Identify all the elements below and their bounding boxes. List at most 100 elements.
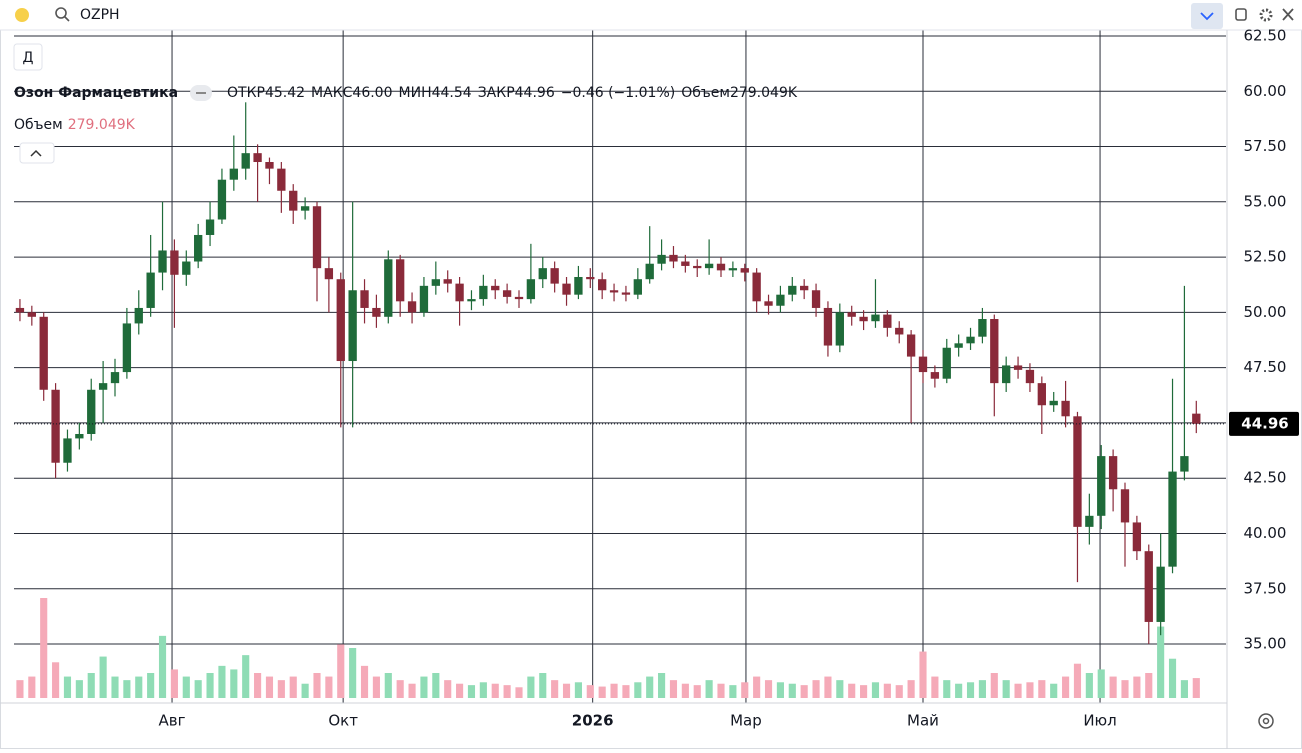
last-price-badge	[1229, 411, 1299, 436]
search-text[interactable]: OZPH	[80, 7, 120, 23]
candle-body	[1097, 456, 1106, 516]
volume-bar	[729, 685, 737, 698]
volume-bar	[539, 673, 547, 698]
volume-bar	[634, 682, 642, 698]
candle-body	[1132, 522, 1142, 552]
candle-body	[871, 314, 880, 322]
ohlc-value: 44.54	[432, 85, 472, 101]
candle-body	[621, 292, 631, 295]
candle-body	[1144, 551, 1153, 622]
volume-bar	[289, 676, 297, 698]
volume-bar	[907, 680, 915, 698]
y-tick-label: 60.00	[1244, 82, 1287, 100]
volume-bar	[182, 676, 190, 698]
candle-body	[348, 290, 357, 362]
volume-bar	[1133, 676, 1141, 698]
volume-bar	[1121, 680, 1129, 698]
candle-body	[146, 272, 155, 308]
volume-bar	[895, 685, 903, 698]
volume-bar	[408, 683, 416, 698]
candle-body	[265, 162, 274, 169]
volume-bar	[503, 685, 511, 698]
close-icon[interactable]	[1282, 8, 1294, 21]
ohlc-label: ЗАКР	[478, 85, 515, 101]
volume-bar	[1168, 658, 1177, 698]
volume-bar	[836, 680, 844, 698]
x-tick-label: 2026	[572, 712, 614, 730]
volume-bar	[978, 680, 986, 698]
candle-body	[681, 261, 690, 266]
candle-body	[467, 299, 476, 302]
window-icon[interactable]	[1235, 8, 1247, 21]
volume-bar	[230, 669, 238, 698]
volume-bar	[384, 673, 392, 698]
candle-body	[324, 268, 334, 280]
volume-bar	[551, 680, 559, 698]
candle-body	[1120, 489, 1130, 523]
y-tick-label: 52.50	[1244, 248, 1287, 266]
volume-bar	[883, 683, 891, 698]
candle-body	[158, 250, 167, 273]
volume-bar	[325, 676, 333, 698]
collapse-icon	[30, 149, 42, 157]
y-tick-label: 62.50	[1244, 26, 1287, 44]
axis-settings-icon-core	[1262, 717, 1270, 725]
interval-button[interactable]	[13, 43, 43, 71]
volume-bar	[669, 680, 678, 698]
candle-body	[312, 206, 322, 269]
volume-bar	[717, 683, 725, 698]
volume-bar	[467, 685, 476, 698]
y-tick-label: 37.50	[1244, 579, 1287, 597]
candle-body	[170, 250, 179, 275]
volume-bar	[1026, 682, 1034, 698]
dropdown-button[interactable]	[1191, 3, 1223, 29]
candle-body	[538, 268, 547, 280]
legend: Озон Фармацевтика	[14, 85, 178, 101]
volume-bar	[1062, 676, 1070, 698]
candle-body	[241, 153, 250, 169]
candle-body	[800, 285, 809, 291]
candle-body	[336, 279, 345, 362]
candle-body	[716, 263, 726, 271]
candle-body	[693, 265, 702, 269]
volume-label: Объем	[14, 117, 63, 133]
candle-body	[633, 279, 642, 295]
candle-body	[954, 343, 963, 348]
volume-bar	[194, 680, 202, 698]
candle-body	[764, 301, 773, 306]
volume-bar	[52, 662, 60, 698]
candle-body	[1180, 456, 1189, 472]
candle-body	[811, 290, 821, 308]
search-icon[interactable]	[55, 7, 67, 19]
ohlc-value: 45.42	[265, 85, 305, 101]
candle-body	[930, 372, 940, 379]
volume-bar	[812, 680, 820, 698]
x-tick-label: Июл	[1083, 712, 1116, 730]
volume-bar	[491, 683, 499, 698]
candle-body	[835, 312, 844, 346]
volume-bar	[658, 673, 666, 698]
candle-body	[300, 206, 310, 211]
ohlc-label: МИН	[399, 85, 432, 101]
volume-bar	[28, 676, 36, 698]
interval[interactable]: Д	[23, 50, 34, 66]
ohlc-legend: ОТКР45.42 МАКС46.00 МИН44.54 ЗАКР44.96 −0.46…	[227, 85, 798, 101]
volume-bar	[705, 680, 713, 698]
volume-bar	[63, 676, 72, 698]
candle-body	[883, 314, 892, 328]
y-tick-label: 50.00	[1244, 303, 1287, 321]
candle-body	[455, 283, 464, 302]
volume-bar	[432, 673, 440, 698]
settings-icon[interactable]	[1259, 8, 1273, 22]
volume-bar	[1097, 669, 1105, 698]
candle-body	[98, 383, 108, 390]
candle-body	[277, 168, 286, 191]
axis-settings-icon[interactable]	[1258, 713, 1274, 729]
volume-bar	[75, 680, 83, 698]
volume-bar	[527, 676, 535, 698]
candle-body	[1168, 471, 1177, 567]
dropdown-icon	[1200, 12, 1214, 21]
volume-bar	[147, 673, 155, 698]
candle-body	[502, 290, 512, 297]
